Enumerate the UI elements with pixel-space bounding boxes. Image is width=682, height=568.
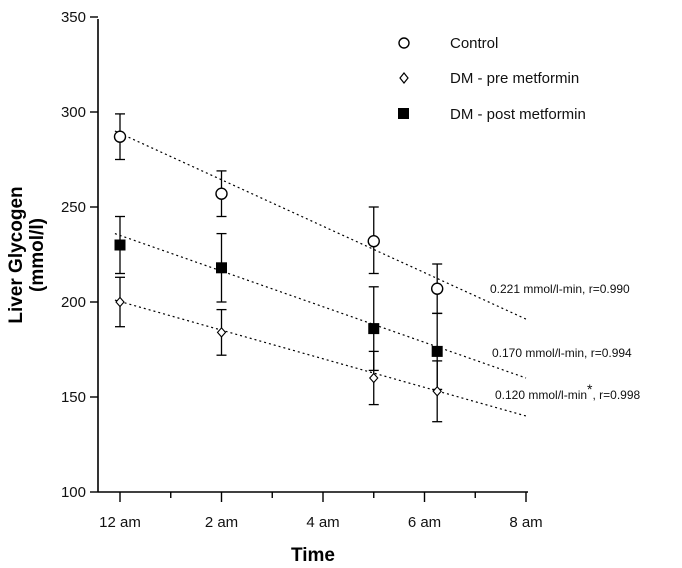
y-axis-title-line2: (mmol/l) bbox=[27, 218, 48, 292]
data-points bbox=[113, 130, 444, 397]
x-tick-label: 4 am bbox=[306, 514, 339, 531]
legend-item-control: Control bbox=[398, 35, 498, 52]
legend-item-dm-post: DM - post metformin bbox=[398, 106, 586, 123]
data-point-control bbox=[113, 130, 127, 143]
legend-marker-filled-square bbox=[398, 108, 409, 119]
data-point-control bbox=[367, 234, 380, 248]
trend-line bbox=[114, 130, 527, 320]
x-tick-label: 12 am bbox=[99, 514, 141, 531]
data-point-dm-pre bbox=[115, 296, 125, 308]
trend-line bbox=[114, 299, 527, 417]
trend-lines bbox=[114, 130, 527, 417]
data-point-control bbox=[215, 187, 228, 200]
y-tick-label: 350 bbox=[61, 9, 86, 26]
legend-label-control: Control bbox=[450, 35, 498, 52]
data-point-dm-pre bbox=[432, 385, 442, 397]
rate-annotation: 0.170 mmol/l-min, r=0.994 bbox=[492, 346, 632, 360]
x-axis-title: Time bbox=[291, 545, 335, 566]
legend-label-dm-post: DM - post metformin bbox=[450, 106, 586, 123]
axes bbox=[97, 19, 528, 493]
significance-mark: * bbox=[587, 381, 593, 397]
data-point-dm-post bbox=[431, 345, 443, 357]
trend-line bbox=[114, 233, 527, 379]
x-tick-label: 6 am bbox=[408, 514, 441, 531]
y-tick-label: 150 bbox=[61, 389, 86, 406]
rate-annotation-main: 0.221 mmol/l-min, r=0.990 bbox=[490, 282, 630, 296]
x-tick-label: 8 am bbox=[509, 514, 542, 531]
legend: Control DM - pre metformin DM - post met… bbox=[398, 35, 586, 123]
y-tick-label: 300 bbox=[61, 104, 86, 121]
data-point-control bbox=[430, 282, 444, 295]
legend-marker-open-diamond bbox=[399, 72, 409, 84]
rate-annotation-suffix: , r=0.998 bbox=[592, 388, 640, 402]
x-tick-label: 2 am bbox=[205, 514, 238, 531]
y-axis-title: Liver Glycogen (mmol/l) bbox=[6, 186, 48, 323]
data-point-dm-post bbox=[216, 262, 227, 274]
rate-annotation-main: 0.120 mmol/l-min bbox=[495, 388, 587, 402]
data-point-dm-post bbox=[114, 239, 126, 251]
rate-annotations: 0.221 mmol/l-min, r=0.990 0.120 mmol/l-mi… bbox=[490, 282, 641, 402]
y-tick-label: 100 bbox=[61, 484, 86, 501]
x-axis-ticks: 12 am 2 am 4 am 6 am 8 am bbox=[99, 492, 543, 531]
legend-label-dm-pre: DM - pre metformin bbox=[450, 70, 579, 87]
y-axis-ticks: 100 150 200 250 300 350 bbox=[61, 9, 98, 501]
data-point-dm-pre bbox=[216, 327, 227, 338]
data-point-dm-post bbox=[368, 323, 380, 335]
legend-marker-open-circle bbox=[398, 37, 410, 49]
y-tick-label: 250 bbox=[61, 199, 86, 216]
rate-annotation-main: 0.170 mmol/l-min, r=0.994 bbox=[492, 346, 632, 360]
data-point-dm-pre bbox=[369, 372, 379, 384]
rate-annotation: 0.120 mmol/l-min*, r=0.998 bbox=[495, 381, 641, 402]
y-axis-title-line1: Liver Glycogen bbox=[6, 186, 27, 323]
rate-annotation: 0.221 mmol/l-min, r=0.990 bbox=[490, 282, 630, 296]
error-bars bbox=[115, 113, 443, 423]
legend-item-dm-pre: DM - pre metformin bbox=[399, 70, 579, 87]
y-tick-label: 200 bbox=[61, 294, 86, 311]
